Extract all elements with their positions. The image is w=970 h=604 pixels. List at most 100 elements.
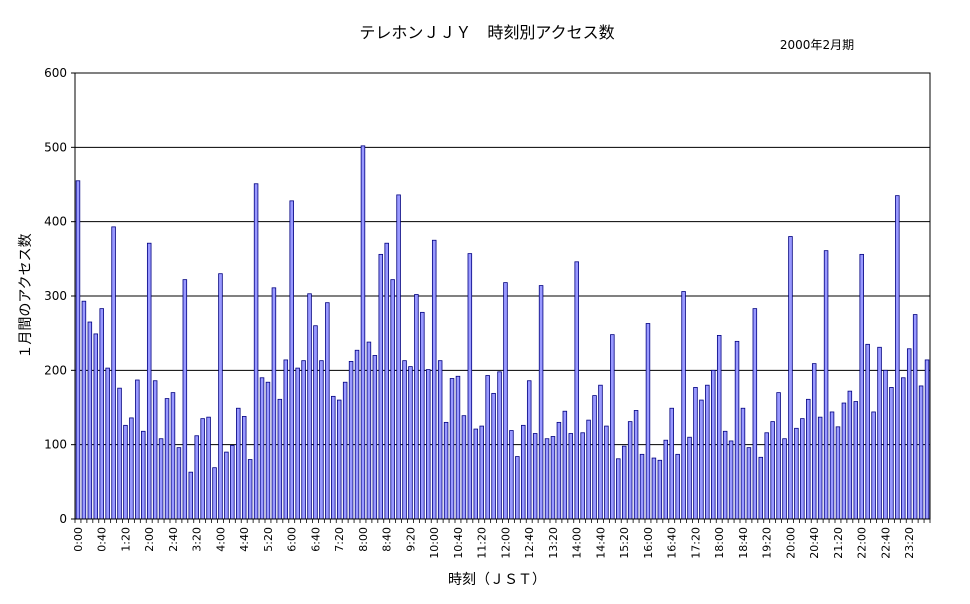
x-tick-label: 16:40 [666,527,679,559]
bar [574,261,579,520]
bar [871,411,876,520]
bar [455,375,461,520]
bar [188,471,194,520]
bar [586,419,591,520]
bar [289,200,294,520]
bar [610,334,615,520]
bar [526,380,532,520]
bar [556,421,562,520]
bar [182,279,188,520]
bar [509,430,514,520]
bar [616,458,621,520]
bar [693,387,698,520]
x-tick-label: 21:20 [832,527,845,559]
bar [152,380,158,520]
bar [711,369,716,520]
bar [313,325,318,520]
bar [378,253,384,520]
bar [841,402,847,520]
bar [449,378,455,520]
x-tick-label: 6:40 [309,527,322,552]
bar [135,379,140,520]
y-tick-label: 400 [44,215,67,229]
bar [129,417,134,520]
bar [443,421,449,520]
x-tick-label: 11:20 [476,527,489,559]
bar [544,438,550,520]
x-axis: 0:00 0:40 1:20 2:00 2:40 3:20 4:00 4:40 5:20 6:00… [72,519,931,559]
bar [746,447,752,520]
x-tick-label: 22:00 [856,527,869,559]
bar [259,377,265,520]
bar [271,287,277,520]
bar [895,195,900,520]
x-tick-label: 6:00 [286,527,299,552]
bar [758,456,764,520]
bar [817,416,823,520]
bar [336,399,342,520]
bar [81,300,87,520]
bar [699,399,704,520]
bar [277,398,283,520]
bar [146,242,152,520]
bar [722,430,728,520]
bar [901,377,906,520]
bar [230,445,235,520]
y-axis-title: １月間のアクセス数 [18,233,34,358]
bar [853,401,859,520]
bar [823,250,829,520]
bar [657,459,663,520]
bar [218,273,223,520]
bar [461,415,467,520]
bar [521,424,526,520]
x-tick-label: 3:20 [191,527,204,552]
x-tick-label: 8:40 [381,527,394,552]
bar [93,333,99,520]
x-tick-label: 16:00 [642,527,655,559]
bar [241,416,247,520]
bar [598,384,603,520]
bar [123,424,128,520]
bar [390,279,395,520]
bar [253,183,259,520]
bar [592,395,597,520]
x-tick-label: 5:20 [262,527,275,552]
bar [580,432,585,520]
bar [491,392,496,520]
bar [158,438,164,520]
bar [206,416,211,520]
y-axis: 0 100 200 300 400 500 600 [44,66,75,526]
x-tick-label: 0:00 [72,527,85,552]
bar [402,360,407,520]
bar [479,425,484,520]
x-tick-label: 0:40 [96,527,109,552]
bar [764,432,769,520]
y-tick-label: 300 [44,289,67,303]
bar [752,308,758,520]
bars [75,145,930,520]
bar [663,439,669,520]
bar [532,433,538,520]
x-tick-label: 22:40 [879,527,892,559]
x-tick-label: 12:00 [499,527,512,559]
bar [538,285,544,520]
bar [627,421,633,520]
x-tick-label: 10:40 [452,527,465,559]
bar [859,253,864,520]
bar [224,451,229,520]
gridlines [75,146,930,446]
bar [342,381,348,520]
y-tick-label: 200 [44,363,67,377]
bar [497,371,502,520]
x-tick-label: 20:40 [808,527,821,559]
x-tick-label: 17:20 [689,527,702,559]
bar [639,453,645,520]
bar [675,453,680,520]
bar [426,369,431,520]
bar [295,367,300,520]
y-tick-label: 100 [44,438,67,452]
bar [776,392,781,520]
bar [87,321,93,520]
bar [562,410,568,520]
